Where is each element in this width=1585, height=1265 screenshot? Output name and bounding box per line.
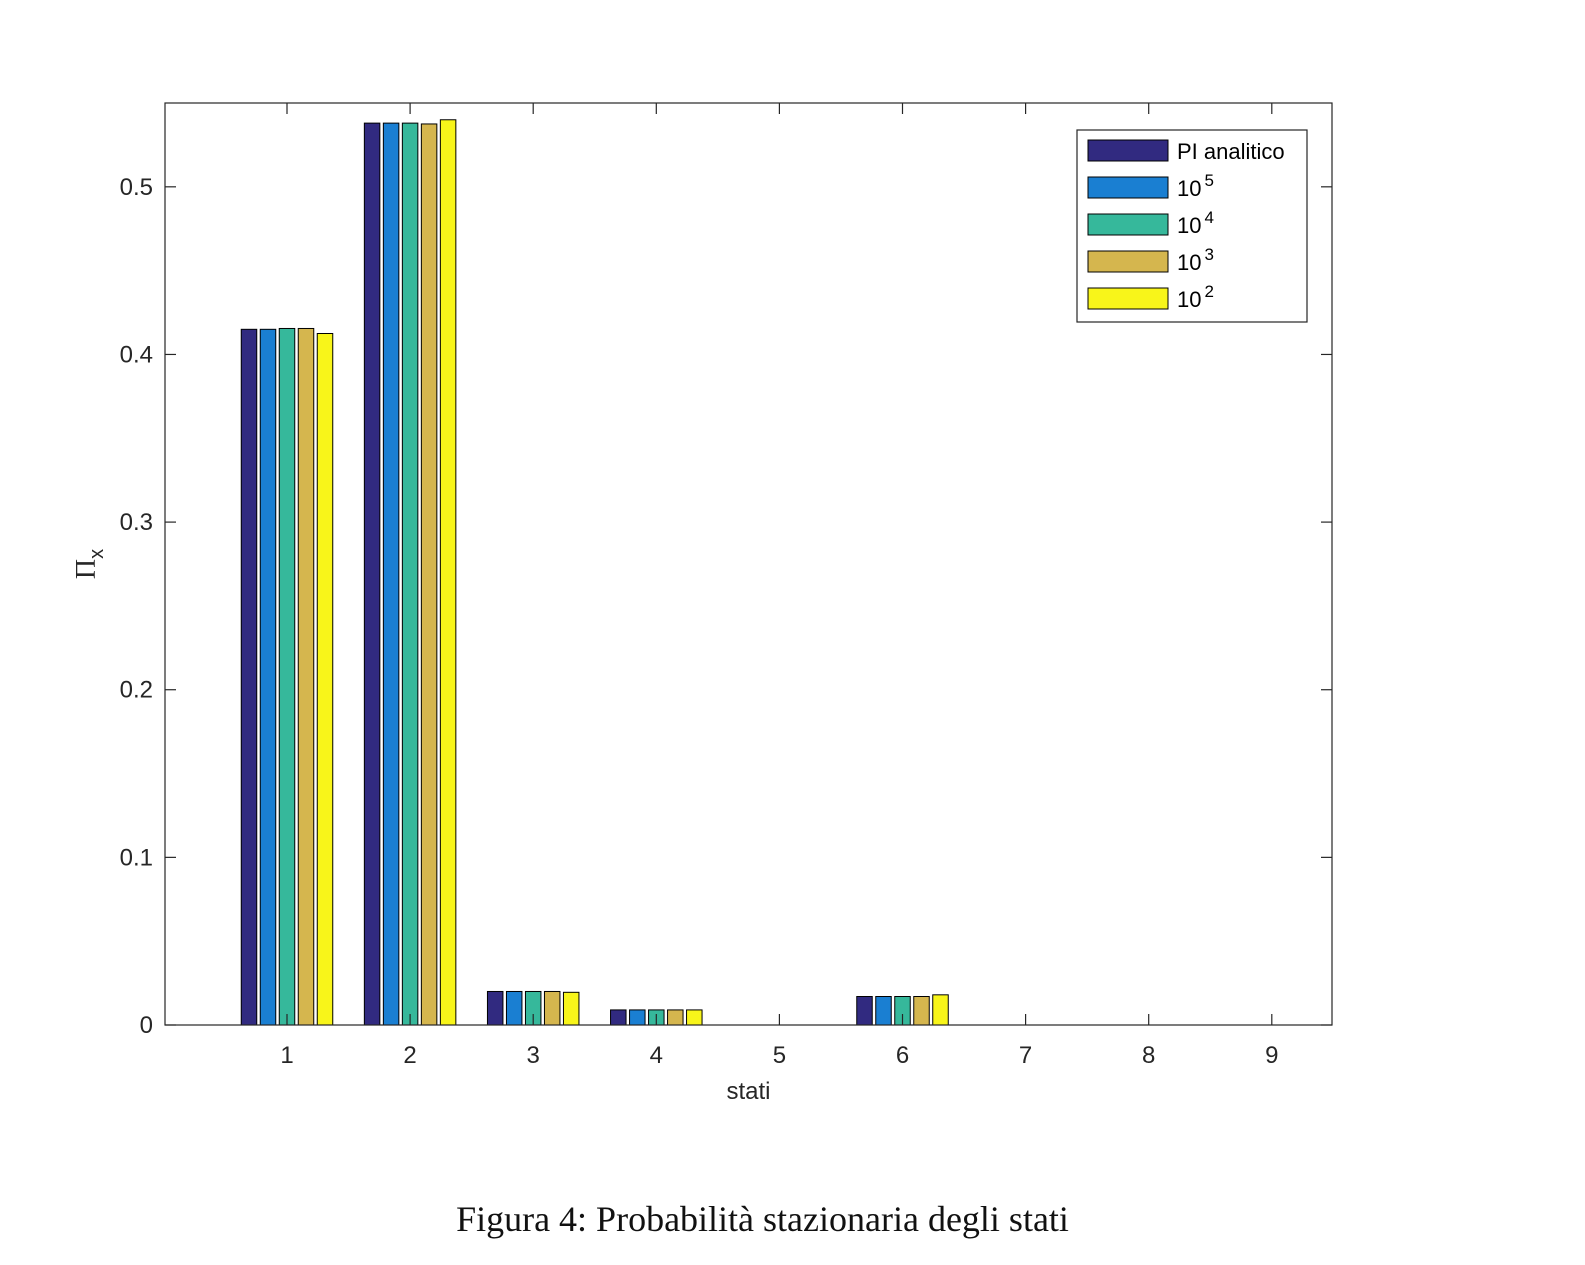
bar-103-4 <box>667 1009 684 1026</box>
x-tick-label: 2 <box>403 1042 416 1069</box>
y-tick-label: 0.4 <box>120 341 153 368</box>
bar-pi-analitico-4 <box>610 1009 627 1026</box>
bar-102-1 <box>316 333 334 1026</box>
legend-swatch <box>1087 250 1169 273</box>
x-tick-label: 4 <box>650 1042 663 1069</box>
legend-label: 10 5 <box>1177 171 1214 201</box>
bar-105-1 <box>259 328 277 1026</box>
legend-label: 10 4 <box>1177 208 1214 238</box>
legend-swatch <box>1087 139 1169 162</box>
y-tick-label: 0.2 <box>120 677 153 704</box>
y-axis-label-sub: x <box>86 549 108 559</box>
legend-label-exponent: 3 <box>1204 245 1213 264</box>
bar-pi-analitico-1 <box>240 328 258 1026</box>
bar-103-2 <box>420 123 438 1026</box>
legend-label: PI analitico <box>1177 139 1285 164</box>
bar-pi-analitico-3 <box>486 990 504 1026</box>
y-axis-label: Πx <box>71 549 108 579</box>
figure-caption-text: Figura 4: Probabilità stazionaria degli … <box>456 1199 1069 1239</box>
legend-label-base: 10 <box>1177 176 1201 201</box>
y-tick-label: 0.1 <box>120 844 153 871</box>
bar-104-1 <box>278 327 296 1026</box>
legend-label: 10 2 <box>1177 282 1214 312</box>
bar-105-6 <box>875 996 892 1026</box>
bar-103-1 <box>297 327 315 1026</box>
bar-103-3 <box>543 990 561 1026</box>
bar-102-2 <box>439 119 457 1026</box>
legend-label-exponent: 4 <box>1204 208 1213 227</box>
x-tick-label: 9 <box>1265 1042 1278 1069</box>
x-tick-label: 1 <box>280 1042 293 1069</box>
y-tick-label: 0.5 <box>120 174 153 201</box>
x-axis-label: stati <box>726 1078 770 1105</box>
bar-104-2 <box>401 122 419 1026</box>
x-tick-label: 6 <box>896 1042 909 1069</box>
bar-105-2 <box>382 122 400 1026</box>
figure-caption: Figura 4: Probabilità stazionaria degli … <box>0 1198 1585 1240</box>
bar-105-4 <box>629 1009 646 1026</box>
bar-pi-analitico-6 <box>856 996 873 1026</box>
bar-102-6 <box>932 994 949 1026</box>
legend-swatch <box>1087 176 1169 199</box>
legend-label-base: 10 <box>1177 287 1201 312</box>
x-tick-label: 5 <box>773 1042 786 1069</box>
legend-label: 10 3 <box>1177 245 1214 275</box>
legend-label-base: PI analitico <box>1177 139 1285 164</box>
bar-105-3 <box>505 990 523 1026</box>
y-tick-label: 0.3 <box>120 509 153 536</box>
bar-102-3 <box>562 991 580 1026</box>
x-tick-label: 8 <box>1142 1042 1155 1069</box>
legend-swatch <box>1087 287 1169 310</box>
bar-102-4 <box>686 1009 703 1026</box>
bar-pi-analitico-2 <box>363 122 381 1026</box>
x-tick-label: 3 <box>527 1042 540 1069</box>
legend-label-exponent: 2 <box>1204 282 1213 301</box>
legend-label-base: 10 <box>1177 213 1201 238</box>
axes-box <box>164 102 1333 1026</box>
y-tick-label: 0 <box>140 1012 153 1039</box>
legend-swatch <box>1087 213 1169 236</box>
y-axis-label-main: Π <box>71 559 102 579</box>
x-tick-label: 7 <box>1019 1042 1032 1069</box>
legend-label-exponent: 5 <box>1204 171 1213 190</box>
bar-103-6 <box>913 996 930 1026</box>
legend-label-base: 10 <box>1177 250 1201 275</box>
axes-group: 0 0.1 0.2 0.3 0.4 0.5 1 2 3 4 5 6 7 8 9 <box>120 102 1333 1069</box>
